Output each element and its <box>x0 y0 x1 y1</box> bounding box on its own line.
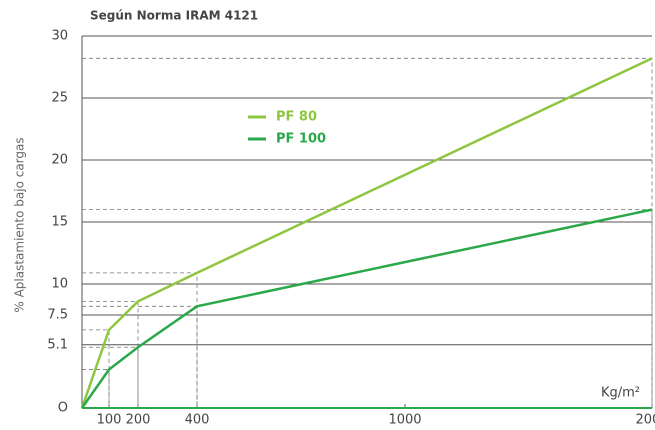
guide-line <box>82 57 653 408</box>
guide-line <box>82 272 198 408</box>
guide-line <box>82 329 110 408</box>
chart-title: Según Norma IRAM 4121 <box>90 9 258 23</box>
y-tick-label: 10 <box>51 277 68 292</box>
guide-line <box>82 369 110 408</box>
y-tick-label: 30 <box>51 29 68 44</box>
x-tick-label: 100 <box>97 413 122 428</box>
y-axis-label: % Aplastamiento bajo cargas <box>13 137 27 312</box>
line <box>80 57 653 409</box>
y-tick-label: 7.5 <box>47 308 68 323</box>
line <box>80 208 653 409</box>
x-tick-label: 400 <box>185 413 210 428</box>
y-tick-label: O <box>58 401 68 416</box>
y-tick-label: 15 <box>51 215 68 230</box>
guide-line <box>82 346 139 408</box>
x-tick-label: 200 <box>126 413 151 428</box>
guide-line <box>82 209 653 408</box>
y-tick-label: 20 <box>51 153 68 168</box>
legend-label: PF 100 <box>276 132 326 147</box>
legend-label: PF 80 <box>276 110 317 125</box>
x-tick-label: 1000 <box>388 413 421 428</box>
y-tick-label: 25 <box>51 91 68 106</box>
x-unit: Kg/m² <box>601 386 640 401</box>
y-tick-label: 5.1 <box>47 337 68 352</box>
x-tick-label: 2000 <box>635 413 655 428</box>
